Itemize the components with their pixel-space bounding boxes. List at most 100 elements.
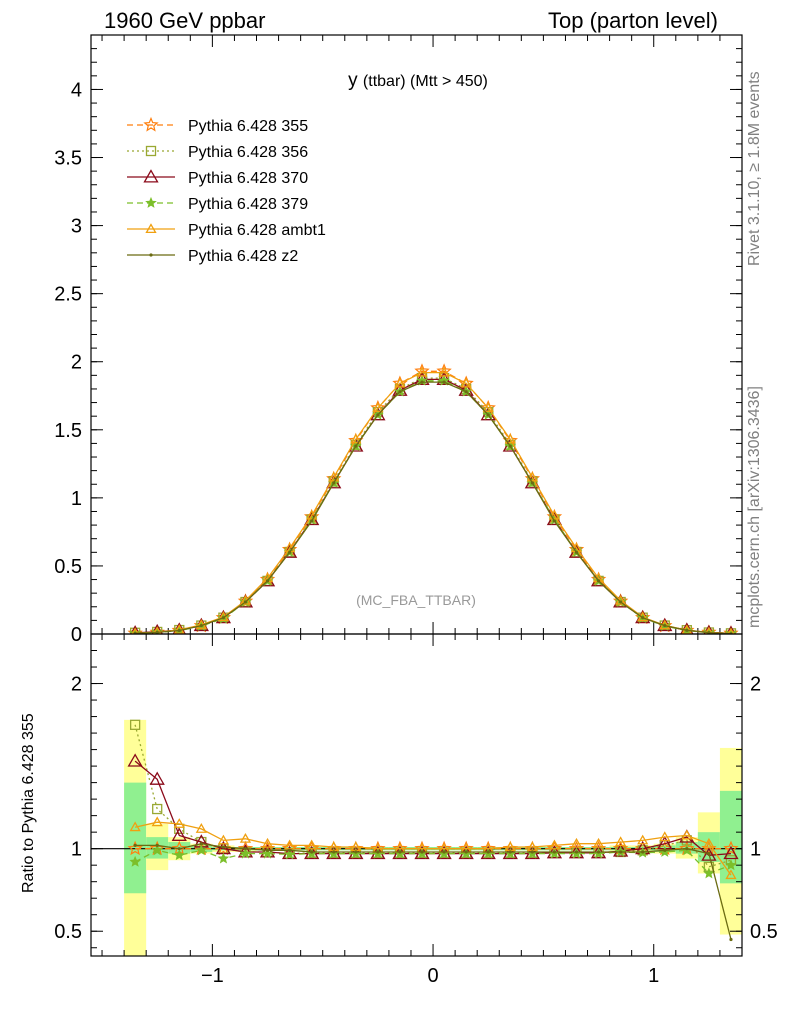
data-point xyxy=(372,402,384,413)
main-ytick-label: 3.5 xyxy=(54,148,82,170)
ratio-point xyxy=(508,850,512,854)
data-point xyxy=(288,550,292,554)
ratio-frame xyxy=(90,633,743,957)
ratio-point xyxy=(152,803,163,815)
main-ytick-label: 2.5 xyxy=(54,284,82,306)
main-series xyxy=(127,363,739,634)
ratio-point xyxy=(129,855,141,867)
plot-title-suffix: (ttbar) (Mtt > 450) xyxy=(363,73,488,90)
plot-title: y (ttbar) (Mtt > 450) xyxy=(348,70,488,91)
main-ytick-label: 1 xyxy=(71,488,82,510)
legend-marker xyxy=(143,169,159,183)
ratio-point xyxy=(637,834,649,845)
ratio-point xyxy=(155,843,159,847)
main-ytick-label: 0 xyxy=(71,624,82,646)
ratio-point xyxy=(306,839,318,850)
ratio-point xyxy=(376,850,380,854)
main-ytick-label: 4 xyxy=(71,79,82,101)
data-point xyxy=(574,550,579,554)
ratio-point xyxy=(615,836,627,847)
data-point xyxy=(152,626,162,634)
ratio-point xyxy=(195,844,208,856)
data-point xyxy=(436,371,452,385)
ratio-point xyxy=(199,842,203,846)
legend-label: Pythia 6.428 379 xyxy=(188,196,308,213)
ratio-point xyxy=(729,937,733,942)
ratio-point xyxy=(259,844,276,858)
header-left: 1960 GeV ppbar xyxy=(104,8,266,33)
data-point xyxy=(619,600,623,604)
ratio-point xyxy=(265,848,270,852)
ratio-point xyxy=(701,847,717,861)
ratio-point xyxy=(195,823,207,833)
header-right: Top (parton level) xyxy=(548,8,718,33)
main-ytick-label: 3 xyxy=(71,216,82,238)
ratio-ytick-label-right: 2 xyxy=(750,674,761,696)
ratio-point xyxy=(530,850,534,854)
ratio-series-line xyxy=(134,821,732,876)
ratio-point xyxy=(239,847,252,859)
ratio-point xyxy=(596,850,601,854)
data-point xyxy=(328,471,340,482)
ratio-point xyxy=(659,831,671,842)
ratio-point xyxy=(663,848,667,852)
ratio-point xyxy=(398,850,402,854)
legend-marker xyxy=(145,223,157,234)
plot-title-var: y xyxy=(348,70,363,91)
ratio-point xyxy=(723,845,739,860)
data-point xyxy=(332,481,336,485)
data-point xyxy=(350,433,362,444)
ratio-point xyxy=(221,845,226,849)
data-point xyxy=(685,628,689,632)
data-point xyxy=(420,380,424,384)
series-line xyxy=(135,381,732,634)
ratio-point xyxy=(261,837,274,848)
ratio-point xyxy=(151,816,163,827)
ratio-point xyxy=(217,852,230,864)
data-point xyxy=(414,371,430,385)
data-point xyxy=(442,380,446,384)
ratio-ytick-label-right: 0.5 xyxy=(750,921,778,943)
ratio-point xyxy=(442,850,446,854)
main-ytick-label: 2 xyxy=(71,352,82,374)
legend-label: Pythia 6.428 ambt1 xyxy=(188,222,326,239)
data-point xyxy=(596,579,601,583)
ratio-point xyxy=(725,869,737,880)
data-point xyxy=(707,631,711,634)
band-inner xyxy=(124,782,147,894)
data-point xyxy=(504,433,516,444)
ratio-series-line xyxy=(134,760,732,856)
ratio-point xyxy=(133,843,137,847)
data-point xyxy=(155,630,159,634)
data-point xyxy=(416,366,428,377)
ratio-point xyxy=(420,850,424,854)
ratio-point xyxy=(723,840,739,856)
ratio-point xyxy=(310,850,314,854)
ratio-point xyxy=(129,821,141,832)
data-point xyxy=(460,377,472,388)
data-point xyxy=(486,413,490,417)
legend-marker xyxy=(149,253,153,257)
data-point xyxy=(354,444,358,448)
data-point xyxy=(552,519,557,523)
data-point xyxy=(394,377,406,388)
data-point xyxy=(177,628,181,633)
ratio-point xyxy=(486,850,490,854)
ratio-series xyxy=(127,719,739,942)
ratio-point xyxy=(685,847,689,851)
data-point xyxy=(306,509,318,520)
data-point xyxy=(663,623,667,628)
ratio-point xyxy=(574,850,579,854)
data-point xyxy=(508,444,512,448)
data-point xyxy=(727,627,735,634)
ratio-series-5 xyxy=(133,842,733,942)
ratio-series-line xyxy=(135,843,732,940)
data-point xyxy=(458,382,474,396)
legend-label: Pythia 6.428 355 xyxy=(188,118,308,135)
legend-marker xyxy=(145,145,157,157)
data-point xyxy=(641,616,645,620)
legend-marker xyxy=(145,196,157,208)
ratio-point xyxy=(707,852,711,856)
ratio-point xyxy=(703,837,715,848)
data-point xyxy=(438,366,450,377)
